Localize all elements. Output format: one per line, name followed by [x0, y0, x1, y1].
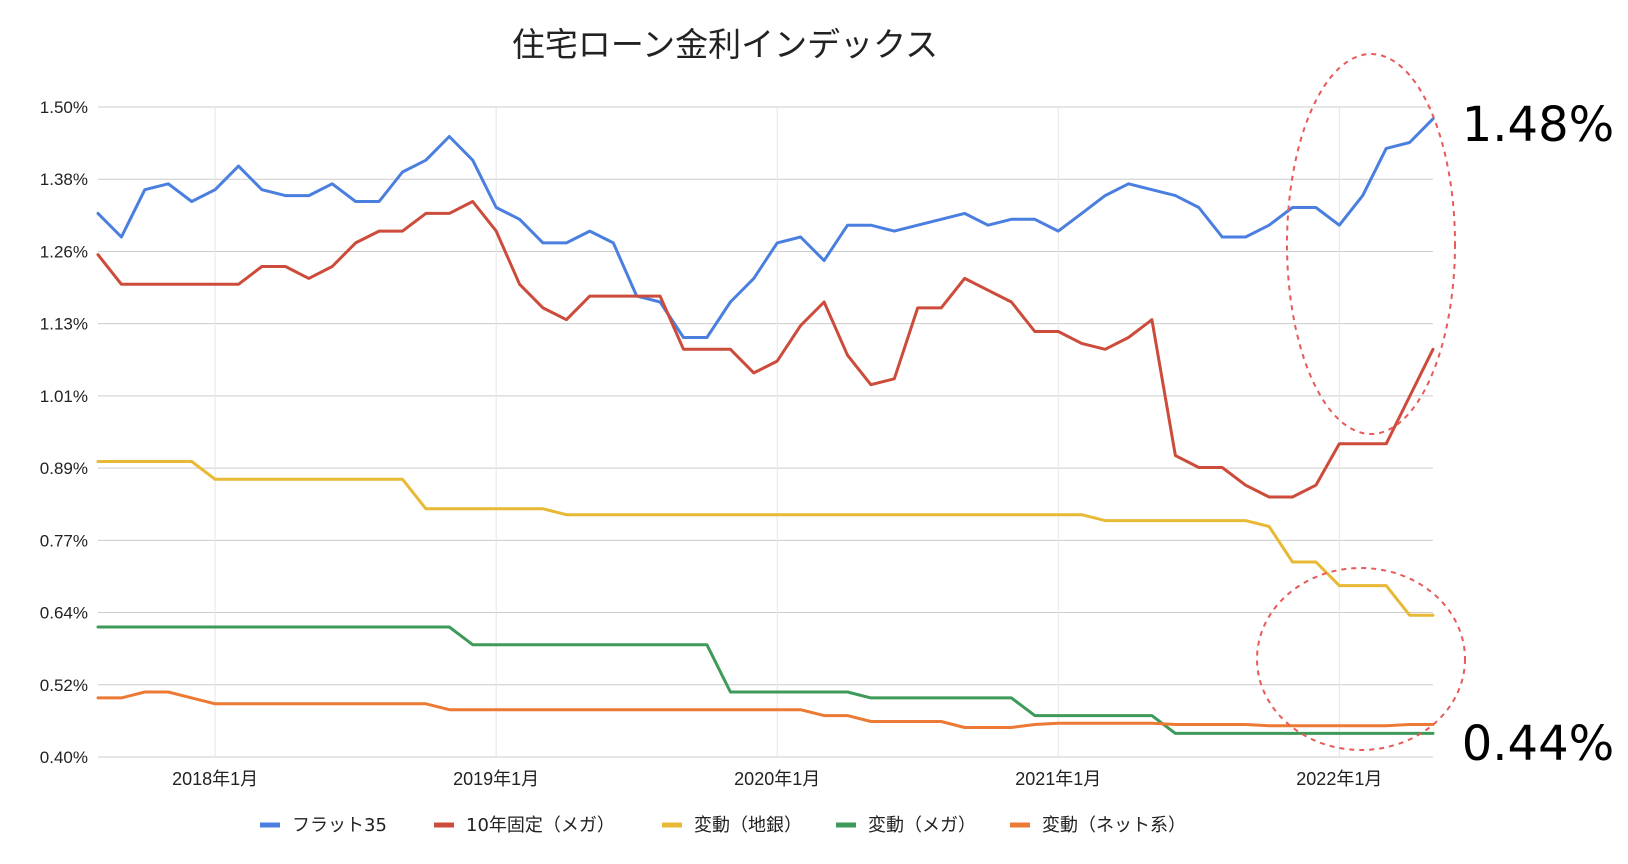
highlight-ellipse-lower [1256, 567, 1466, 751]
grid [98, 106, 1433, 758]
series-line-0 [96, 117, 1435, 339]
series-line-4 [96, 690, 1435, 729]
y-tick-label: 0.77% [40, 531, 88, 550]
series-lines [96, 117, 1435, 735]
y-tick-label: 0.89% [40, 459, 88, 478]
y-tick-label: 0.64% [40, 604, 88, 623]
callout-lower: 0.44% [1462, 716, 1614, 772]
legend-label: 変動（地銀） [694, 815, 802, 836]
legend-label: 変動（メガ） [868, 815, 976, 836]
series-line-3 [96, 625, 1435, 735]
y-tick-label: 1.38% [40, 170, 88, 189]
legend-label: フラット35 [292, 815, 387, 836]
x-axis: 2018年1月 2019年1月 2020年1月 2021年1月 2022年1月 [172, 769, 1382, 789]
series-line-2 [96, 460, 1435, 617]
legend: フラット35 10年固定（メガ） 変動（地銀） 変動（メガ） 変動（ネット系） [260, 815, 1186, 836]
y-tick-label: 1.26% [40, 242, 88, 261]
x-tick-label: 2020年1月 [734, 769, 820, 789]
legend-label: 変動（ネット系） [1042, 815, 1186, 836]
highlight-ellipse-upper [1286, 53, 1456, 435]
y-tick-label: 1.13% [40, 315, 88, 334]
callout-upper: 1.48% [1462, 97, 1614, 153]
chart-title: 住宅ローン金利インデックス [512, 25, 938, 64]
y-axis: 1.50% 1.38% 1.26% 1.13% 1.01% 0.89% 0.77% 0.64%… [40, 98, 88, 767]
y-tick-label: 0.40% [40, 748, 88, 767]
y-tick-label: 1.50% [40, 98, 88, 117]
series-line-1 [96, 200, 1435, 499]
x-tick-label: 2022年1月 [1296, 769, 1382, 789]
x-tick-label: 2018年1月 [172, 769, 258, 789]
x-tick-label: 2019年1月 [453, 769, 539, 789]
legend-label: 10年固定（メガ） [466, 815, 615, 836]
y-tick-label: 0.52% [40, 676, 88, 695]
y-tick-label: 1.01% [40, 387, 88, 406]
x-tick-label: 2021年1月 [1015, 769, 1101, 789]
